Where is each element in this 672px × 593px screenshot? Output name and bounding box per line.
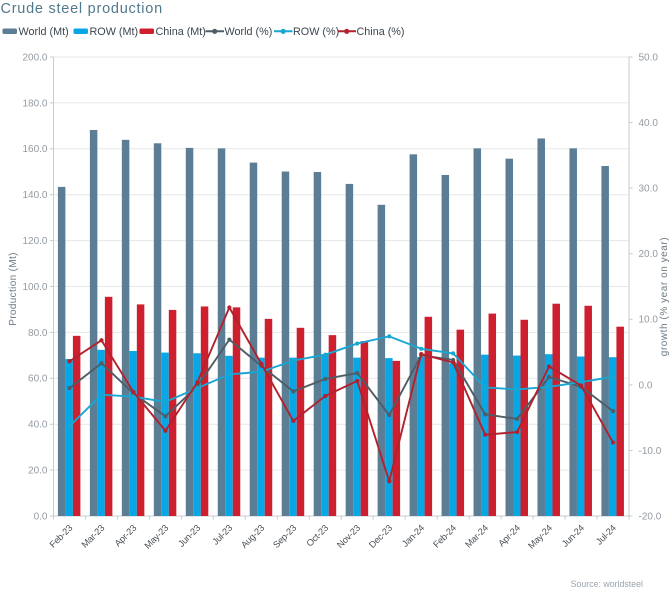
svg-text:100.0: 100.0 [22, 282, 47, 293]
svg-text:China (Mt): China (Mt) [156, 26, 206, 38]
svg-text:-20.0: -20.0 [639, 511, 662, 522]
svg-text:ROW (%): ROW (%) [293, 26, 339, 38]
svg-text:140.0: 140.0 [22, 190, 47, 201]
svg-text:20.0: 20.0 [28, 466, 48, 477]
svg-text:180.0: 180.0 [22, 98, 47, 109]
svg-text:30.0: 30.0 [639, 184, 659, 195]
svg-text:120.0: 120.0 [22, 236, 47, 247]
svg-text:World (%): World (%) [225, 26, 273, 38]
svg-text:20.0: 20.0 [639, 249, 659, 260]
svg-text:50.0: 50.0 [639, 52, 659, 63]
svg-text:growth (% year on year): growth (% year on year) [659, 237, 670, 356]
svg-text:Source: worldsteel: Source: worldsteel [571, 579, 643, 588]
svg-text:160.0: 160.0 [22, 144, 47, 155]
svg-text:40.0: 40.0 [639, 118, 659, 129]
svg-text:World (Mt): World (Mt) [19, 26, 69, 38]
svg-text:0.0: 0.0 [639, 380, 653, 391]
svg-text:200.0: 200.0 [22, 52, 47, 63]
svg-text:0.0: 0.0 [34, 511, 48, 522]
svg-text:Crude steel production: Crude steel production [1, 1, 163, 17]
svg-text:-10.0: -10.0 [639, 446, 662, 457]
svg-text:60.0: 60.0 [28, 374, 48, 385]
svg-text:10.0: 10.0 [639, 315, 659, 326]
svg-text:Production (Mt): Production (Mt) [8, 252, 19, 326]
svg-text:40.0: 40.0 [28, 420, 48, 431]
svg-text:80.0: 80.0 [28, 328, 48, 339]
svg-text:China (%): China (%) [357, 26, 405, 38]
svg-text:ROW (Mt): ROW (Mt) [90, 26, 139, 38]
